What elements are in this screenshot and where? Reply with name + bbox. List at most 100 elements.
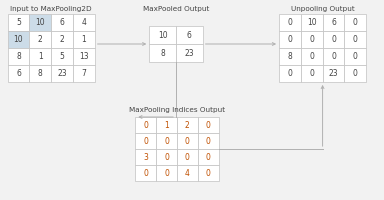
Bar — [323, 48, 344, 65]
Text: 8: 8 — [38, 69, 43, 78]
Bar — [176, 44, 203, 62]
Bar — [8, 48, 29, 65]
Bar — [344, 31, 366, 48]
Bar — [136, 133, 156, 149]
Bar — [29, 65, 51, 82]
Text: 0: 0 — [206, 168, 210, 178]
Bar — [8, 31, 29, 48]
Bar — [136, 117, 156, 133]
Text: 1: 1 — [81, 35, 86, 44]
Bar — [136, 149, 156, 165]
Bar — [136, 165, 156, 181]
Bar — [29, 14, 51, 31]
Bar — [149, 44, 176, 62]
Bar — [149, 26, 176, 44]
Text: 0: 0 — [164, 136, 169, 146]
Bar — [279, 65, 301, 82]
Text: 0: 0 — [331, 35, 336, 44]
Text: 0: 0 — [206, 152, 210, 162]
Text: 23: 23 — [185, 48, 194, 58]
Text: 2: 2 — [38, 35, 43, 44]
Bar — [8, 14, 29, 31]
Text: 5: 5 — [16, 18, 21, 27]
Text: 1: 1 — [38, 52, 43, 61]
Bar — [301, 65, 323, 82]
Text: 6: 6 — [16, 69, 21, 78]
Bar — [344, 65, 366, 82]
Bar — [323, 14, 344, 31]
Bar — [323, 65, 344, 82]
Text: 0: 0 — [309, 69, 314, 78]
Bar — [323, 31, 344, 48]
Bar — [177, 165, 198, 181]
Text: MaxPooling Indices Output: MaxPooling Indices Output — [129, 107, 225, 113]
Bar — [73, 65, 95, 82]
Bar — [279, 31, 301, 48]
Text: 10: 10 — [35, 18, 45, 27]
Bar — [156, 149, 177, 165]
Text: Input to MaxPooling2D: Input to MaxPooling2D — [10, 6, 92, 12]
Bar — [51, 48, 73, 65]
Text: 0: 0 — [288, 35, 292, 44]
Bar — [301, 48, 323, 65]
Text: 0: 0 — [288, 69, 292, 78]
Bar — [198, 149, 218, 165]
Text: 0: 0 — [353, 69, 358, 78]
Text: 10: 10 — [307, 18, 316, 27]
Bar — [73, 31, 95, 48]
Text: 23: 23 — [57, 69, 67, 78]
Bar — [177, 133, 198, 149]
Bar — [279, 14, 301, 31]
Text: 6: 6 — [187, 30, 192, 40]
Text: 0: 0 — [164, 168, 169, 178]
Text: 8: 8 — [288, 52, 292, 61]
Text: 0: 0 — [353, 52, 358, 61]
Text: 0: 0 — [185, 152, 190, 162]
Text: 0: 0 — [206, 120, 210, 130]
Bar — [177, 117, 198, 133]
Bar — [344, 48, 366, 65]
Bar — [51, 31, 73, 48]
Bar — [156, 117, 177, 133]
Text: 13: 13 — [79, 52, 89, 61]
Text: 0: 0 — [288, 18, 292, 27]
Text: Unpooling Output: Unpooling Output — [291, 6, 354, 12]
Text: 0: 0 — [309, 35, 314, 44]
Text: 0: 0 — [143, 168, 148, 178]
Text: 5: 5 — [60, 52, 65, 61]
Text: 4: 4 — [81, 18, 86, 27]
Text: 6: 6 — [60, 18, 65, 27]
Bar — [177, 149, 198, 165]
Text: 0: 0 — [331, 52, 336, 61]
Text: MaxPooled Output: MaxPooled Output — [143, 6, 209, 12]
Text: 7: 7 — [81, 69, 86, 78]
Bar — [301, 31, 323, 48]
Text: 0: 0 — [206, 136, 210, 146]
Text: 0: 0 — [185, 136, 190, 146]
Bar — [73, 14, 95, 31]
Text: 0: 0 — [164, 152, 169, 162]
Text: 0: 0 — [353, 35, 358, 44]
Bar — [51, 65, 73, 82]
Text: 3: 3 — [143, 152, 148, 162]
Bar — [279, 48, 301, 65]
Text: 8: 8 — [160, 48, 165, 58]
Text: 0: 0 — [143, 120, 148, 130]
Bar — [29, 31, 51, 48]
Text: 0: 0 — [353, 18, 358, 27]
Text: 2: 2 — [185, 120, 190, 130]
Bar — [176, 26, 203, 44]
Text: 1: 1 — [164, 120, 169, 130]
Bar — [8, 65, 29, 82]
Text: 2: 2 — [60, 35, 65, 44]
Bar — [51, 14, 73, 31]
Bar — [301, 14, 323, 31]
Text: 6: 6 — [331, 18, 336, 27]
Text: 10: 10 — [158, 30, 167, 40]
Bar — [198, 165, 218, 181]
Text: 10: 10 — [14, 35, 23, 44]
Bar — [156, 165, 177, 181]
Text: 8: 8 — [16, 52, 21, 61]
Bar — [29, 48, 51, 65]
Bar — [198, 133, 218, 149]
